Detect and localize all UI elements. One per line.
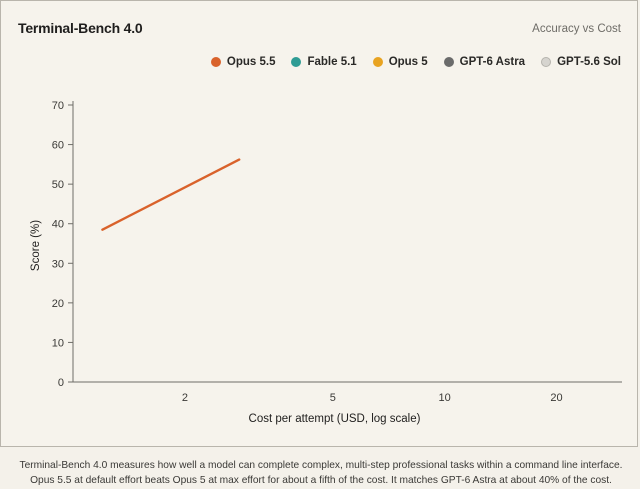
chart-subtitle: Accuracy vs Cost [532, 23, 621, 35]
chart-plot-area: 0 10 20 30 40 50 60 70 2 5 10 20 Cost per attempt (U… [30, 100, 622, 425]
legend-label: Opus 5 [388, 56, 428, 68]
legend-item: GPT-6 Astra [443, 56, 526, 68]
legend-dot-icon [372, 57, 383, 67]
legend-dot-icon [210, 57, 221, 67]
chart-title: Terminal-Bench 4.0 [18, 20, 143, 36]
legend: Opus 5.5 Fable 5.1 Opus 5 GPT-6 Astra GPT-5.… [195, 56, 621, 68]
y-tick-label: 20 [52, 298, 64, 310]
x-tick-label: 5 [330, 392, 336, 404]
legend-dot-icon [291, 57, 302, 67]
x-tick-label: 10 [439, 392, 451, 404]
chart-caption: Terminal-Bench 4.0 measures how well a m… [6, 458, 636, 488]
legend-label: GPT-6 Astra [459, 56, 526, 68]
series-line-opus-5-5 [101, 158, 241, 231]
y-axis-label: Score (%) [30, 220, 42, 271]
caption-line-2: Opus 5.5 at default effort beats Opus 5 … [30, 475, 612, 486]
legend-dot-icon [443, 57, 454, 67]
y-tick-label: 70 [52, 100, 64, 112]
legend-item: GPT-5.6 Sol [541, 56, 621, 68]
legend-dot-icon [541, 57, 552, 67]
y-tick-label: 0 [58, 377, 64, 389]
chart-card: Terminal-Bench 4.0 Accuracy vs Cost Opus… [0, 0, 638, 447]
legend-label: GPT-5.6 Sol [557, 56, 621, 68]
legend-label: Opus 5.5 [226, 56, 276, 68]
caption-line-1: Terminal-Bench 4.0 measures how well a m… [19, 460, 623, 471]
legend-item: Opus 5 [372, 56, 428, 68]
y-tick-label: 50 [52, 179, 64, 191]
y-tick-label: 30 [52, 258, 64, 270]
x-axis-label: Cost per attempt (USD, log scale) [249, 413, 421, 425]
y-tick-label: 40 [52, 219, 64, 231]
x-tick-label: 2 [182, 392, 188, 404]
legend-item: Opus 5.5 [210, 56, 276, 68]
y-tick-label: 60 [52, 140, 64, 152]
legend-label: Fable 5.1 [307, 56, 357, 68]
y-tick-label: 10 [52, 337, 64, 349]
x-tick-label: 20 [550, 392, 562, 404]
legend-item: Fable 5.1 [291, 56, 357, 68]
